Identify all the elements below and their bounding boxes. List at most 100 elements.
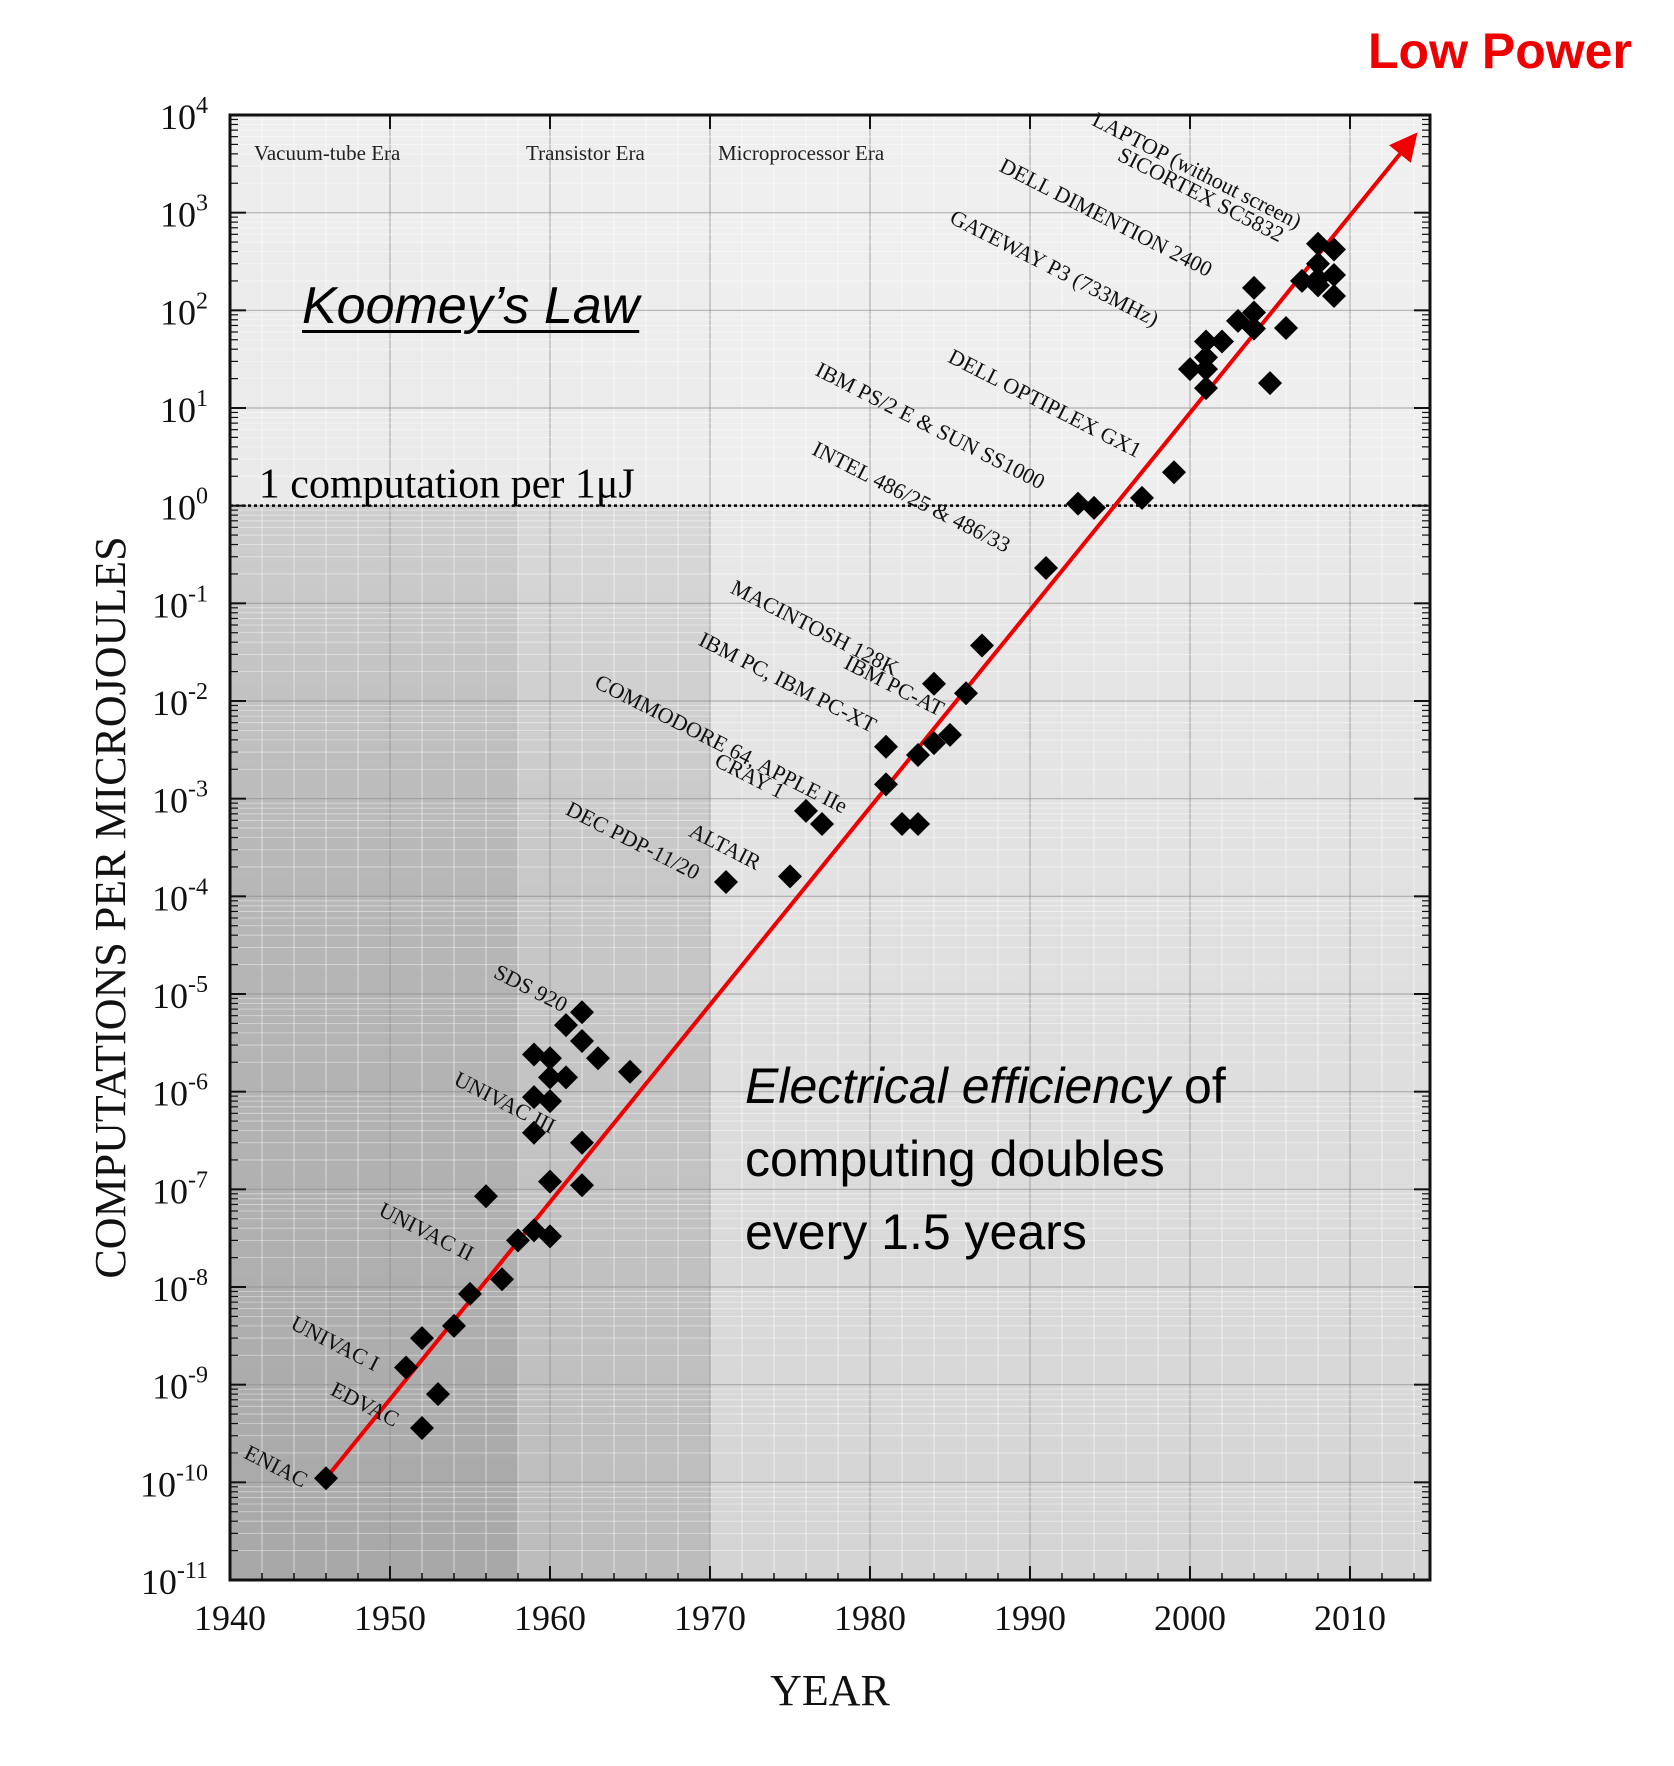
y-tick-label: 10-2 [152, 679, 208, 723]
data-point [570, 1130, 594, 1155]
data-point [1034, 556, 1058, 581]
koomeys-law-title: Koomey’s Law [302, 277, 640, 335]
x-tick-label: 2010 [1314, 1598, 1386, 1638]
y-tick-exponent: -8 [188, 1265, 208, 1291]
data-point [1274, 315, 1298, 340]
data-point [426, 1382, 450, 1407]
data-point [778, 864, 802, 889]
y-tick-base: 10 [160, 292, 196, 332]
y-tick-base: 10 [152, 1074, 188, 1114]
data-point [1322, 263, 1346, 288]
y-tick-base: 10 [152, 585, 188, 625]
y-tick-label: 10-8 [152, 1265, 208, 1309]
y-tick-label: 10-11 [141, 1558, 208, 1602]
y-tick-label: 100 [160, 484, 208, 528]
data-point [1322, 237, 1346, 262]
y-tick-exponent: -6 [188, 1070, 208, 1096]
y-tick-exponent: -4 [188, 874, 208, 900]
annotation-line-3: every 1.5 years [745, 1204, 1087, 1260]
era-label: Microprocessor Era [718, 141, 885, 165]
y-tick-exponent: 3 [196, 191, 208, 217]
low-power-badge: Low Power [1368, 23, 1632, 79]
y-tick-label: 10-1 [152, 581, 208, 625]
y-tick-base: 10 [141, 1562, 177, 1602]
data-point [922, 731, 946, 756]
y-tick-label: 101 [160, 386, 208, 430]
y-tick-label: 10-7 [152, 1167, 208, 1211]
y-tick-base: 10 [152, 976, 188, 1016]
y-tick-label: 10-6 [152, 1070, 208, 1114]
data-point [394, 1355, 418, 1380]
data-point [554, 1065, 578, 1090]
data-point [538, 1046, 562, 1071]
y-tick-label: 104 [160, 93, 208, 137]
data-point [458, 1281, 482, 1306]
data-point [1130, 485, 1154, 510]
data-point [922, 671, 946, 696]
y-tick-base: 10 [160, 97, 196, 137]
data-point [906, 812, 930, 837]
annotation-line-2: computing doubles [745, 1131, 1165, 1187]
x-tick-label: 1970 [674, 1598, 746, 1638]
data-point [570, 1173, 594, 1198]
y-tick-label: 103 [160, 191, 208, 235]
x-tick-label: 1990 [994, 1598, 1066, 1638]
data-point [586, 1046, 610, 1071]
era-label: Vacuum-tube Era [254, 141, 401, 165]
data-point [1162, 460, 1186, 485]
y-tick-exponent: 0 [196, 484, 208, 510]
data-point [506, 1228, 530, 1253]
y-tick-base: 10 [160, 488, 196, 528]
y-tick-base: 10 [152, 781, 188, 821]
efficiency-annotation: Electrical efficiency of computing doubl… [745, 1050, 1226, 1269]
y-tick-exponent: -9 [188, 1363, 208, 1389]
data-point [538, 1065, 562, 1090]
data-point [490, 1267, 514, 1292]
y-tick-base: 10 [152, 1171, 188, 1211]
data-point [938, 722, 962, 747]
data-point [1242, 316, 1266, 341]
y-tick-label: 10-4 [152, 874, 208, 918]
annotation-line-1: Electrical efficiency of [745, 1050, 1226, 1123]
data-point [1306, 251, 1330, 276]
data-point [442, 1313, 466, 1338]
data-point [1194, 357, 1218, 382]
y-tick-base: 10 [140, 1464, 176, 1504]
y-axis-label: COMPUTATIONS PER MICROJOULES [86, 536, 135, 1278]
data-point [810, 812, 834, 837]
data-point [554, 1013, 578, 1038]
data-point [1242, 300, 1266, 325]
data-point [714, 870, 738, 895]
data-point [890, 812, 914, 837]
x-tick-label: 1980 [834, 1598, 906, 1638]
data-point [538, 1089, 562, 1114]
x-tick-label: 1940 [194, 1598, 266, 1638]
reference-line-label: 1 computation per 1μJ [259, 462, 635, 508]
y-tick-exponent: -5 [188, 972, 208, 998]
plot-frame [228, 113, 1432, 1582]
data-point [1306, 273, 1330, 298]
data-point [874, 734, 898, 759]
y-tick-exponent: 1 [196, 386, 208, 412]
data-point [1322, 284, 1346, 309]
data-point [474, 1184, 498, 1209]
era-label: Transistor Era [526, 141, 645, 165]
y-tick-base: 10 [152, 683, 188, 723]
data-point [314, 1466, 338, 1491]
trend-arrow [324, 132, 1418, 1480]
x-axis-label: YEAR [770, 1666, 890, 1715]
y-tick-exponent: -11 [177, 1558, 208, 1584]
data-point [1194, 376, 1218, 401]
data-point [794, 798, 818, 823]
data-point [618, 1059, 642, 1084]
y-tick-label: 10-5 [152, 972, 208, 1016]
data-point [410, 1326, 434, 1351]
y-tick-base: 10 [152, 1269, 188, 1309]
y-tick-label: 10-10 [140, 1460, 208, 1504]
y-tick-exponent: -10 [176, 1460, 208, 1486]
y-tick-base: 10 [160, 390, 196, 430]
data-point [906, 742, 930, 767]
y-tick-exponent: -7 [188, 1167, 208, 1193]
